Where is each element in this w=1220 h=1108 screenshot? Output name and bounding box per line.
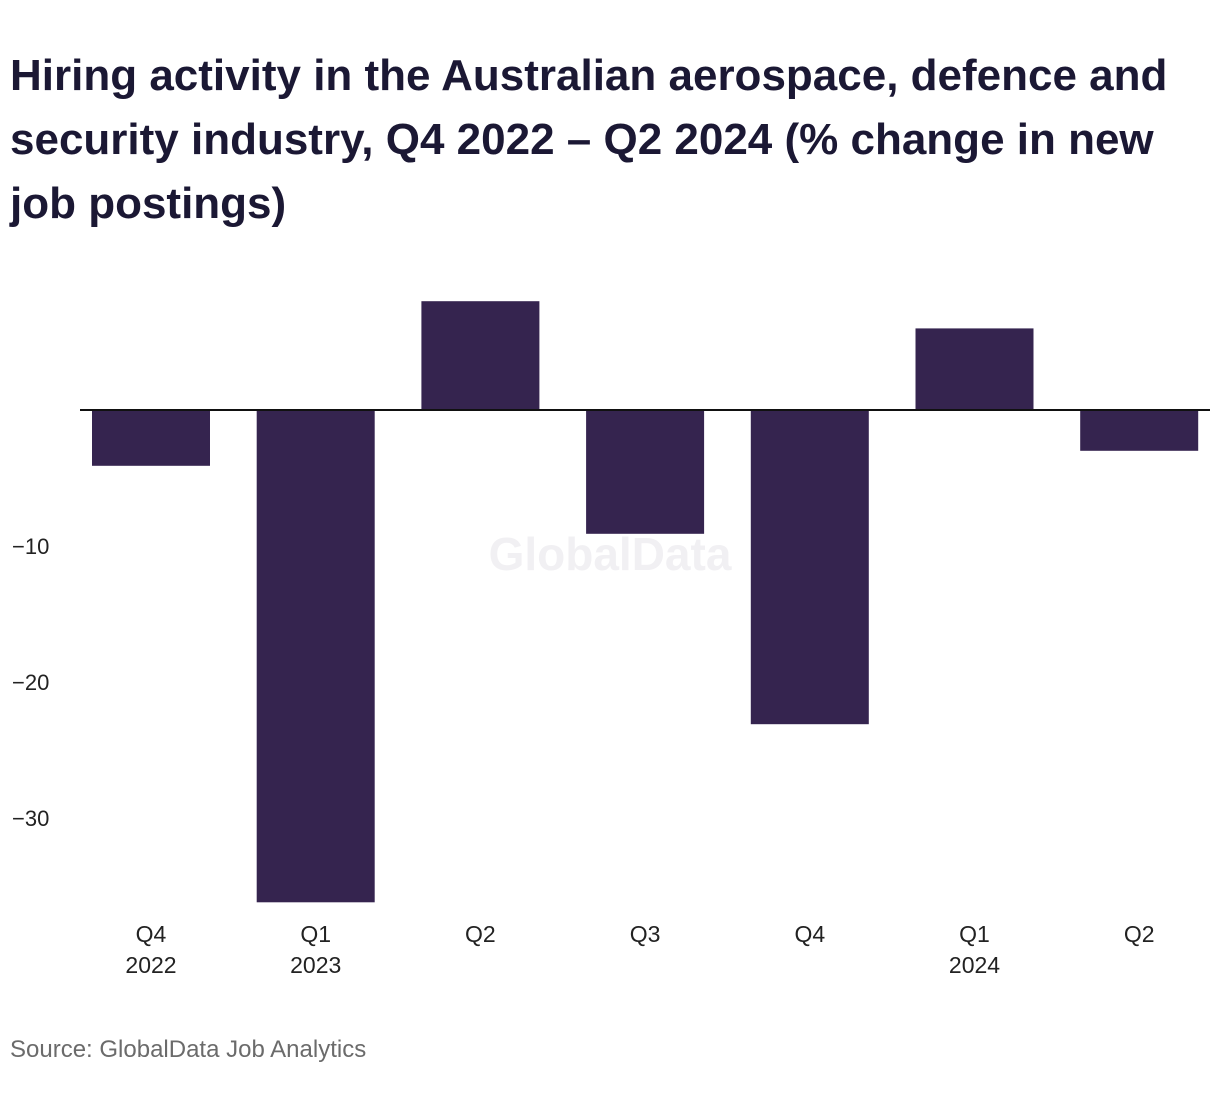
x-tick-label-1-1: 2023 xyxy=(290,952,341,978)
y-tick-label-1: −20 xyxy=(12,670,49,695)
source-note: Source: GlobalData Job Analytics xyxy=(10,1036,367,1063)
x-tick-label-3-0: Q3 xyxy=(630,921,661,947)
x-tick-label-1-0: Q1 xyxy=(300,921,331,947)
x-tick-label-5-0: Q1 xyxy=(959,921,990,947)
x-tick-label-5-1: 2024 xyxy=(949,952,1000,978)
x-tick-label-4-0: Q4 xyxy=(794,921,825,947)
y-tick-label-0: −10 xyxy=(12,534,49,559)
bar-5 xyxy=(915,328,1034,410)
bar-2 xyxy=(421,301,540,410)
bar-group xyxy=(92,301,1199,903)
bar-4 xyxy=(750,410,869,725)
x-tick-label-0-0: Q4 xyxy=(136,921,167,947)
x-tick-label-6-0: Q2 xyxy=(1124,921,1155,947)
bar-0 xyxy=(92,410,210,466)
x-tick-label-2-0: Q2 xyxy=(465,921,496,947)
y-tick-label-2: −30 xyxy=(12,806,49,831)
x-tick-label-0-1: 2022 xyxy=(125,952,176,978)
x-axis-labels: Q4 2022 Q1 2023 Q2 Q3 Q4 Q1 2024 Q2 xyxy=(125,921,1154,978)
watermark: GlobalData xyxy=(489,528,732,580)
bar-6 xyxy=(1080,410,1199,451)
bar-3 xyxy=(586,410,705,534)
y-axis-ticks: −10 −20 −30 xyxy=(12,534,49,831)
bar-1 xyxy=(256,410,375,903)
chart-title: Hiring activity in the Australian aerosp… xyxy=(10,51,1168,228)
